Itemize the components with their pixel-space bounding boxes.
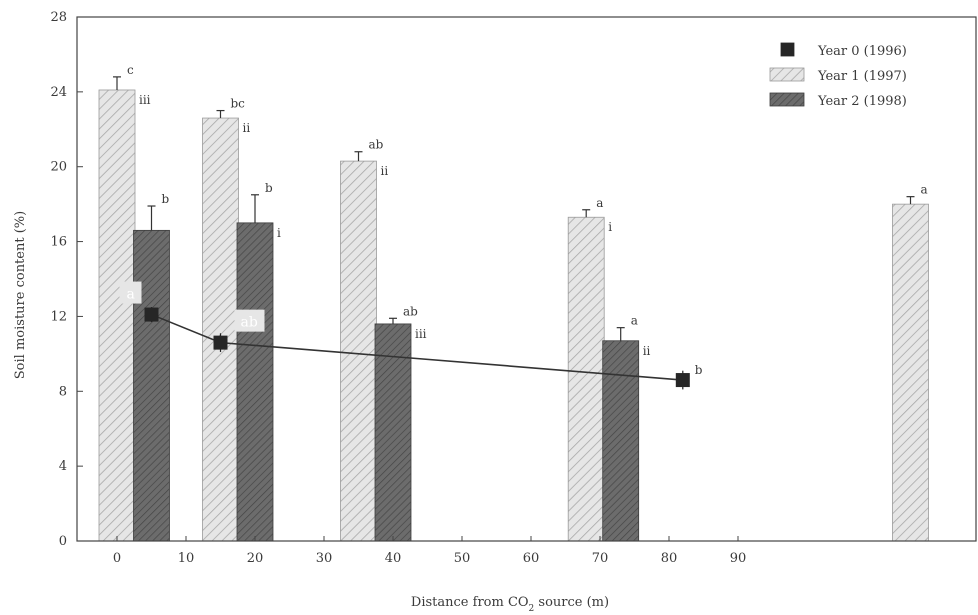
point-label: a	[127, 287, 135, 303]
y-tick-label: 24	[50, 85, 67, 100]
plot-frame	[76, 16, 977, 542]
bar	[236, 222, 274, 542]
y-tick-label: 0	[59, 534, 67, 549]
x-tick-label: 0	[113, 551, 121, 566]
y-tick-label: 28	[50, 10, 67, 25]
bar	[567, 216, 605, 542]
year0-point	[144, 307, 159, 322]
bar	[98, 89, 136, 542]
bar-roman-label: ii	[381, 164, 389, 178]
x-tick-label: 70	[592, 551, 609, 566]
point-label-box	[119, 281, 142, 304]
year0-point	[213, 335, 228, 350]
bar-significance-label: a	[631, 314, 638, 328]
x-tick-label: 10	[178, 551, 195, 566]
bar-roman-label: i	[608, 220, 612, 234]
legend-label: Year 2 (1998)	[817, 94, 907, 109]
x-tick-label: 90	[730, 551, 747, 566]
point-label-box	[234, 309, 265, 332]
legend-swatch	[769, 67, 805, 82]
x-tick-label: 40	[385, 551, 402, 566]
y-tick-label: 16	[50, 235, 67, 250]
legend: Year 0 (1996) Year 1 (1997) Year 2 (1998)	[769, 42, 907, 109]
y-axis-title: Soil moisture content (%)	[13, 211, 28, 379]
bar-significance-label: b	[265, 181, 273, 195]
x-tick-label: 30	[316, 551, 333, 566]
y-tick-label: 8	[59, 384, 67, 399]
bar	[202, 117, 239, 542]
x-tick-label: 20	[247, 551, 264, 566]
bar-roman-label: iii	[139, 93, 151, 107]
bar-significance-label: ab	[369, 138, 384, 152]
bar	[340, 160, 377, 542]
bar-roman-label: iii	[415, 327, 427, 341]
bar-significance-label: b	[162, 192, 170, 206]
x-tick-label: 50	[454, 551, 471, 566]
bar-significance-label: c	[127, 63, 134, 77]
point-label: ab	[241, 315, 258, 331]
y-tick-label: 4	[59, 459, 67, 474]
year0-point	[675, 373, 690, 388]
bar-roman-label: ii	[243, 121, 251, 135]
bar-significance-label: a	[921, 183, 928, 197]
x-tick-label: 80	[661, 551, 678, 566]
point-label: b	[695, 363, 703, 377]
y-tick-label: 20	[50, 160, 67, 175]
legend-swatch	[769, 92, 805, 107]
bar-significance-label: bc	[231, 97, 246, 111]
y-tick-label: 12	[50, 309, 67, 324]
bar-roman-label: ii	[643, 344, 651, 358]
bar-roman-label: i	[277, 226, 281, 240]
legend-swatch	[780, 42, 795, 57]
bar	[133, 229, 170, 542]
legend-label: Year 0 (1996)	[817, 44, 907, 59]
bar-significance-label: ab	[403, 304, 418, 318]
x-axis-title: Distance from CO2 source (m)	[411, 595, 609, 614]
legend-label: Year 1 (1997)	[817, 69, 907, 84]
bar	[892, 203, 929, 542]
bar	[602, 340, 640, 542]
bar-significance-label: a	[596, 196, 603, 210]
x-tick-label: 60	[523, 551, 540, 566]
